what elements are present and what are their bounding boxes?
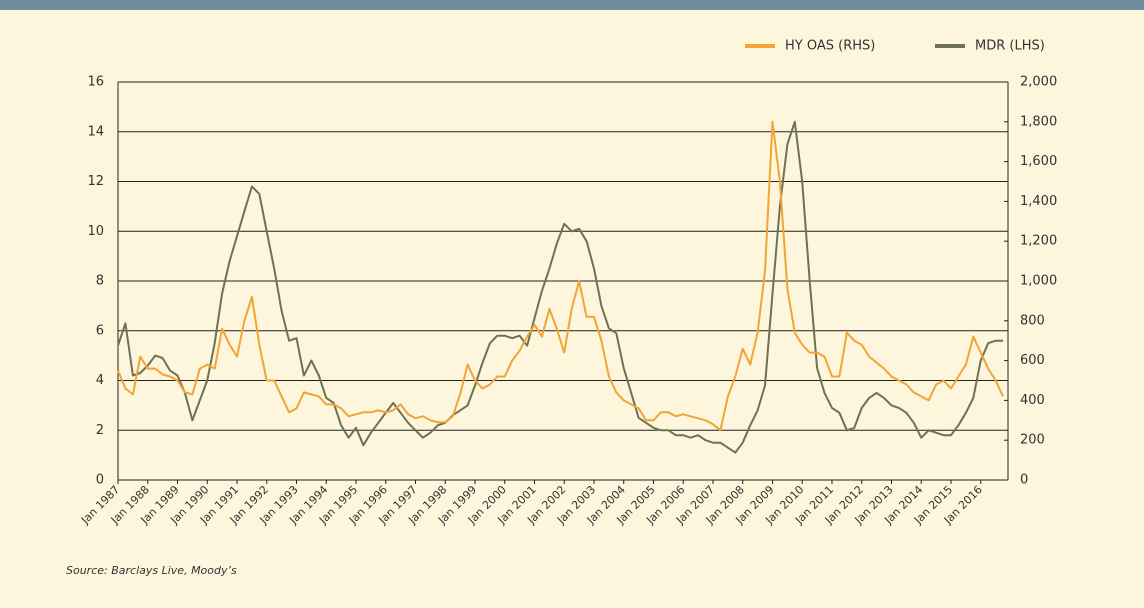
series-line xyxy=(117,120,1003,454)
y2-tick-label: 2,000 xyxy=(1020,75,1057,90)
series-line xyxy=(117,120,1004,432)
y-tick-label: 16 xyxy=(87,75,104,90)
y2-tick-label: 1,400 xyxy=(1020,194,1057,209)
y2-tick-label: 1,800 xyxy=(1020,114,1057,129)
legend-label: MDR (LHS) xyxy=(975,39,1045,54)
y-tick-label: 12 xyxy=(87,174,104,189)
y-tick-label: 6 xyxy=(96,323,104,338)
y2-tick-label: 200 xyxy=(1020,433,1045,448)
y2-tick-label: 1,000 xyxy=(1020,274,1057,289)
y-tick-label: 4 xyxy=(96,373,104,388)
y-tick-label: 14 xyxy=(87,124,104,139)
source: Source: Barclays Live, Moody’s xyxy=(66,564,237,577)
y2-tick-label: 400 xyxy=(1020,393,1045,408)
y-tick-label: 8 xyxy=(96,274,104,289)
y2-tick-label: 600 xyxy=(1020,353,1045,368)
legend-label: HY OAS (RHS) xyxy=(785,39,875,54)
y2-tick-label: 1,600 xyxy=(1020,154,1057,169)
y-tick-label: 2 xyxy=(96,423,104,438)
y2-tick-label: 800 xyxy=(1020,313,1045,328)
y-tick-label: 0 xyxy=(96,473,104,488)
y2-tick-label: 0 xyxy=(1020,473,1028,488)
y-tick-label: 10 xyxy=(87,224,104,239)
top-band xyxy=(0,0,1144,10)
y2-tick-label: 1,200 xyxy=(1020,234,1057,249)
